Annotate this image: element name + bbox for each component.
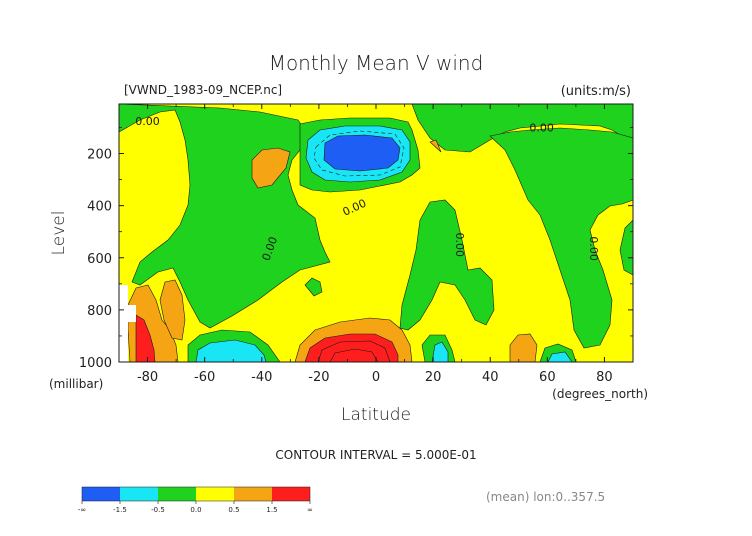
- missing-data-region: [119, 285, 136, 362]
- contour-label: 0.00: [135, 115, 160, 128]
- y-unit-label: (millibar): [49, 377, 103, 391]
- contour-region-max-negative: [323, 134, 401, 172]
- chart-title: Monthly Mean V wind: [269, 51, 484, 75]
- contour-region-positive: [159, 279, 186, 341]
- contour-label: 0.00: [453, 232, 466, 257]
- x-tick-label: -20: [308, 370, 329, 385]
- colorbar-label: 1.5: [266, 506, 277, 514]
- contour-interval-text: CONTOUR INTERVAL = 5.000E-01: [275, 448, 476, 462]
- contour-region-max-positive: [304, 333, 399, 363]
- contour-label: 0.00: [529, 121, 554, 134]
- colorbar-swatch: [82, 487, 120, 501]
- colorbar-swatch: [272, 487, 310, 501]
- dataset-label: [VWND_1983-09_NCEP.nc]: [124, 83, 282, 97]
- colorbar-swatch: [120, 487, 158, 501]
- x-axis: -80 -60 -40 -20 0 20 40 60 80: [118, 104, 634, 385]
- contour-region-negative: [304, 277, 323, 297]
- contour-region-strong-negative: [195, 339, 267, 363]
- contour-label: 0.00: [587, 236, 600, 260]
- x-tick-label: -60: [194, 370, 215, 385]
- colorbar: -∞ -1.5 -0.5 0.0 0.5 1.5 ∞: [78, 486, 313, 514]
- x-tick-label: 80: [596, 370, 613, 385]
- colorbar-label: -1.5: [113, 506, 127, 514]
- contour-line: [317, 340, 391, 363]
- colorbar-swatch: [158, 487, 196, 501]
- colorbar-label: 0.0: [190, 506, 201, 514]
- x-axis-title: Latitude: [341, 405, 411, 425]
- x-tick-label: 20: [425, 370, 442, 385]
- colorbar-swatch: [234, 487, 272, 501]
- colorbar-label: -0.5: [151, 506, 165, 514]
- y-tick-label: 200: [87, 148, 112, 163]
- contour-region-positive: [429, 139, 442, 153]
- averaging-note: (mean) lon:0..357.5: [486, 490, 605, 504]
- y-tick-label: 600: [87, 252, 112, 267]
- contour-region-negative: [399, 199, 495, 331]
- contour-labels: 0.000.000.000.00 0.00 0.00: [135, 115, 600, 263]
- y-tick-label: 400: [87, 200, 112, 215]
- units-label: (units:m/s): [561, 84, 631, 99]
- y-tick-label: 1000: [79, 356, 112, 371]
- x-unit-label: (degrees_north): [552, 387, 648, 401]
- colorbar-label: ∞: [307, 506, 313, 514]
- x-tick-label: -80: [137, 370, 158, 385]
- x-tick-label: -40: [251, 370, 272, 385]
- colorbar-swatch: [196, 487, 234, 501]
- contour-region-negative: [489, 127, 634, 349]
- x-tick-label: 0: [372, 370, 380, 385]
- contour-line-dashed: [313, 130, 405, 177]
- x-tick-label: 60: [539, 370, 556, 385]
- contour-region-positive: [251, 147, 291, 189]
- y-axis: 200 400 600 800 1000: [79, 127, 633, 371]
- contour-line: [329, 348, 379, 363]
- y-tick-label: 800: [87, 304, 112, 319]
- plot-area: [118, 103, 634, 363]
- colorbar-label: -∞: [78, 506, 86, 514]
- x-tick-label: 40: [482, 370, 499, 385]
- y-axis-title: Level: [49, 211, 69, 256]
- colorbar-label: 0.5: [228, 506, 239, 514]
